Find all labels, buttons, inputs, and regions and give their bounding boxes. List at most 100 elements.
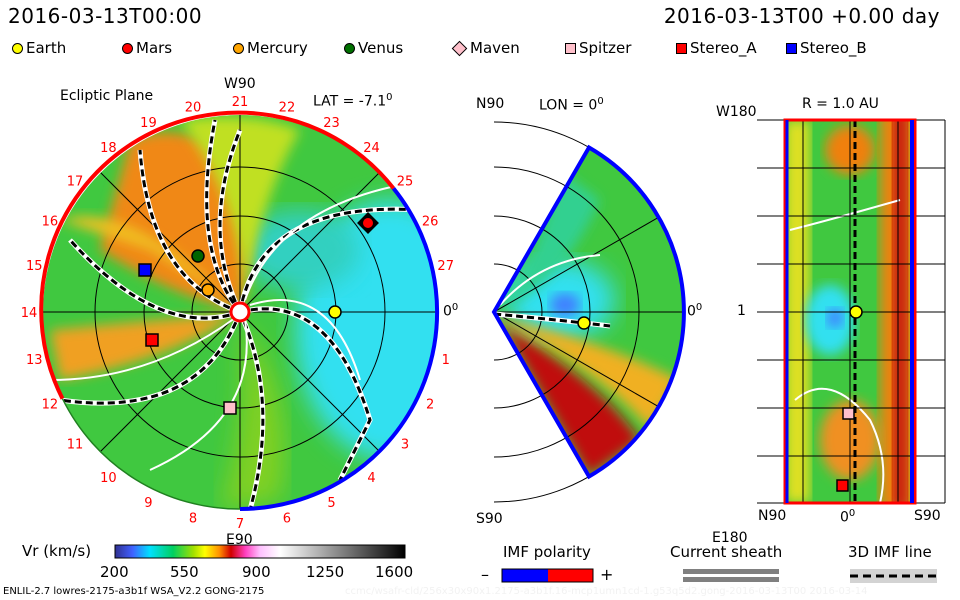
s90-label: S90: [476, 511, 503, 527]
carrington-label: 18: [100, 141, 117, 156]
mid-lat-label: 1: [737, 303, 746, 319]
degree-sup: 0: [848, 508, 856, 519]
imf-line-label: 3D IMF line: [848, 543, 932, 561]
stereo-b-icon: [786, 42, 797, 54]
legend-mercury: Mercury: [233, 39, 308, 57]
legend-label: Venus: [358, 39, 404, 57]
carrington-label: 24: [363, 141, 380, 156]
e90-label: E90: [226, 532, 253, 548]
carrington-label: 16: [42, 214, 59, 229]
carrington-label: 5: [327, 496, 335, 511]
carrington-label: 4: [367, 471, 375, 486]
mars-marker: [363, 218, 373, 228]
n90-label: N90: [476, 96, 505, 112]
carrington-label: 17: [67, 174, 84, 189]
run-info: ccmc/wsafr-cld/256x30x90x1.2175-a3b1f.16…: [345, 586, 868, 597]
zero-value: 0: [840, 509, 849, 526]
carrington-label: 20: [185, 100, 202, 115]
carrington-label: 1: [442, 353, 450, 368]
colorbar-tick: 550: [170, 563, 199, 581]
earth-marker-meridional: [577, 316, 591, 330]
legend-stereo-a: Stereo_A: [676, 39, 757, 57]
latitude-label: LAT = -7.10: [313, 92, 393, 110]
carrington-label: 27: [437, 259, 454, 274]
w180-label: W180: [716, 104, 757, 120]
stereo-a-marker: [145, 333, 159, 347]
legend-stereo-b: Stereo_B: [786, 39, 867, 57]
meridional-zero-label: 00: [687, 302, 702, 320]
carrington-label: 22: [279, 100, 296, 115]
stereo-b-marker: [138, 263, 152, 277]
carrington-label: 10: [100, 471, 117, 486]
earth-marker: [328, 305, 342, 319]
carrington-label: 12: [42, 398, 59, 413]
longitude-label: LON = 00: [539, 96, 604, 114]
w90-label: W90: [224, 76, 256, 92]
legend-label: Mars: [136, 39, 173, 57]
imf-positive-swatch: [548, 569, 593, 582]
colorbar-tick: 1250: [306, 563, 345, 581]
current-time: 2016-03-13T00:00: [8, 4, 203, 28]
legend-venus: Venus: [344, 39, 403, 57]
mercury-icon: [233, 42, 244, 54]
degree-sup: 0: [451, 302, 459, 313]
elapsed-time: 2016-03-13T00 +0.00 day: [663, 4, 940, 28]
maven-icon: [451, 40, 468, 56]
carrington-label: 6: [283, 512, 291, 527]
legend-label: Maven: [470, 39, 520, 57]
negative-polarity-border: [239, 187, 440, 511]
carrington-label: 25: [397, 174, 414, 189]
legend-label: Stereo_B: [800, 39, 867, 57]
venus-marker: [191, 249, 205, 263]
carrington-label: 23: [323, 116, 340, 131]
spitzer-marker: [223, 401, 237, 415]
degree-sup: 0: [597, 96, 604, 107]
spacecraft-markers: [138, 212, 379, 415]
zero-deg-label: 00: [443, 302, 458, 320]
carrington-label: 3: [401, 438, 409, 453]
e180-label: E180: [712, 530, 748, 546]
radius-label: R = 1.0 AU: [802, 96, 879, 112]
lat-value: LAT = -7.1: [313, 93, 387, 110]
ecliptic-title: Ecliptic Plane: [60, 88, 154, 104]
carrington-label: 8: [189, 512, 197, 527]
imf-negative-swatch: [502, 569, 548, 582]
carrington-label: 7: [236, 517, 244, 532]
colorbar-tick: 900: [242, 563, 271, 581]
carrington-label: 15: [26, 259, 43, 274]
imf-plus: +: [600, 565, 614, 584]
venus-icon: [344, 42, 355, 54]
positive-polarity-border: [39, 110, 396, 400]
colorbar-tick: 1600: [375, 563, 414, 581]
n90-axis-label: N90: [758, 508, 787, 524]
carrington-label: 2: [426, 398, 434, 413]
carrington-label: 21: [232, 95, 249, 110]
velocity-colorbar: [114, 544, 406, 559]
earth-icon: [12, 42, 23, 54]
carrington-label: 26: [422, 214, 439, 229]
radial-surface-plot: [757, 118, 946, 505]
imf-spiral-lines: [49, 119, 431, 509]
legend-label: Spitzer: [579, 39, 632, 57]
carrington-label: 9: [144, 496, 152, 511]
s90-axis-label: S90: [914, 508, 941, 524]
carrington-label: 11: [67, 438, 84, 453]
zero-value: 0: [443, 303, 452, 320]
legend-mars: Mars: [122, 39, 172, 57]
legend-spitzer: Spitzer: [565, 39, 631, 57]
lon-value: LON = 0: [539, 97, 598, 114]
mars-icon: [122, 42, 133, 54]
sun-inner-boundary: [229, 301, 251, 323]
legend-earth: Earth: [12, 39, 66, 57]
mercury-marker: [201, 283, 215, 297]
zero-value: 0: [687, 303, 696, 320]
carrington-label: 14: [21, 306, 38, 321]
legend-label: Stereo_A: [690, 39, 757, 57]
imf-minus: –: [481, 565, 489, 584]
imf-polarity-label: IMF polarity: [503, 543, 591, 561]
current-sheath-line: [683, 569, 779, 574]
carrington-label: 13: [26, 353, 43, 368]
